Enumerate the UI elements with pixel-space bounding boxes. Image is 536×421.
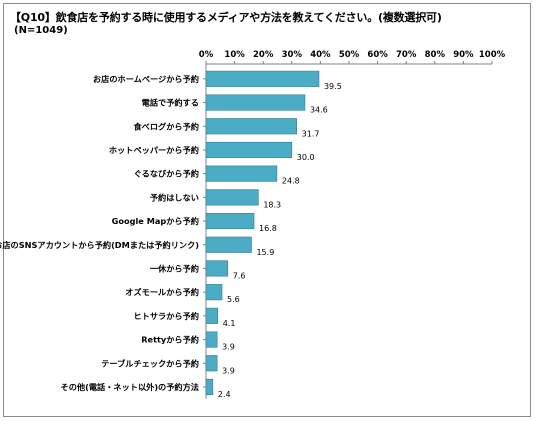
bar [205,141,293,158]
x-tick-label: 40% [310,50,331,60]
category-label: 予約はしない [150,192,199,202]
bar [205,355,218,372]
category-label: ヒトサラから予約 [133,311,199,321]
category-label: Google Mapから予約 [112,216,199,226]
data-label: 31.7 [302,129,320,138]
data-label: 5.6 [227,295,240,304]
data-label: 18.3 [263,200,281,209]
data-label: 39.5 [324,82,342,91]
data-label: 3.9 [222,366,235,375]
bar [205,70,320,87]
chart-subtitle: (N=1049) [14,25,68,36]
bar [205,165,278,182]
category-label: お店のSNSアカウントから予約(DMまたは予約リンク) [0,240,199,250]
bar [205,307,219,324]
data-label: 7.6 [233,271,246,280]
x-tick-label: 70% [396,50,417,60]
bar [205,284,223,301]
data-label: 2.4 [218,390,231,399]
data-label: 15.9 [256,248,274,257]
category-label: 食べログから予約 [133,121,199,131]
x-tick-label: 20% [253,50,274,60]
x-tick-label: 30% [282,50,303,60]
x-tick-label: 80% [425,50,446,60]
bar [205,213,255,230]
x-tick-label: 60% [367,50,388,60]
x-tick-label: 90% [453,50,474,60]
category-label: ホットペッパーから予約 [109,145,199,155]
bar [205,236,252,253]
x-tick-label: 100% [479,50,506,60]
data-label: 24.8 [282,177,300,186]
category-label: オズモールから予約 [125,287,199,297]
category-label: お店のホームページから予約 [93,74,199,84]
bar [205,331,218,348]
data-label: 30.0 [297,153,315,162]
category-label: テーブルチェックから予約 [101,358,199,368]
x-tick-label: 50% [339,50,360,60]
bar [205,260,229,277]
chart-title: 【Q10】飲食店を予約する時に使用するメディアや方法を教えてください。(複数選択… [10,11,442,24]
data-label: 34.6 [310,106,328,115]
bar [205,118,297,135]
category-label: Rettyから予約 [141,335,199,345]
data-label: 3.9 [222,343,235,352]
category-label: ぐるなびから予約 [134,169,199,179]
category-label: 電話で予約する [142,98,199,108]
x-tick-label: 10% [224,50,245,60]
data-label: 16.8 [259,224,277,233]
data-label: 4.1 [223,319,236,328]
bar [205,94,306,111]
x-tick-label: 0% [199,50,214,60]
bar [205,189,259,206]
category-label: 一休から予約 [150,263,199,273]
category-label: その他(電話・ネット以外)の予約方法 [61,382,199,392]
bar [205,378,214,396]
